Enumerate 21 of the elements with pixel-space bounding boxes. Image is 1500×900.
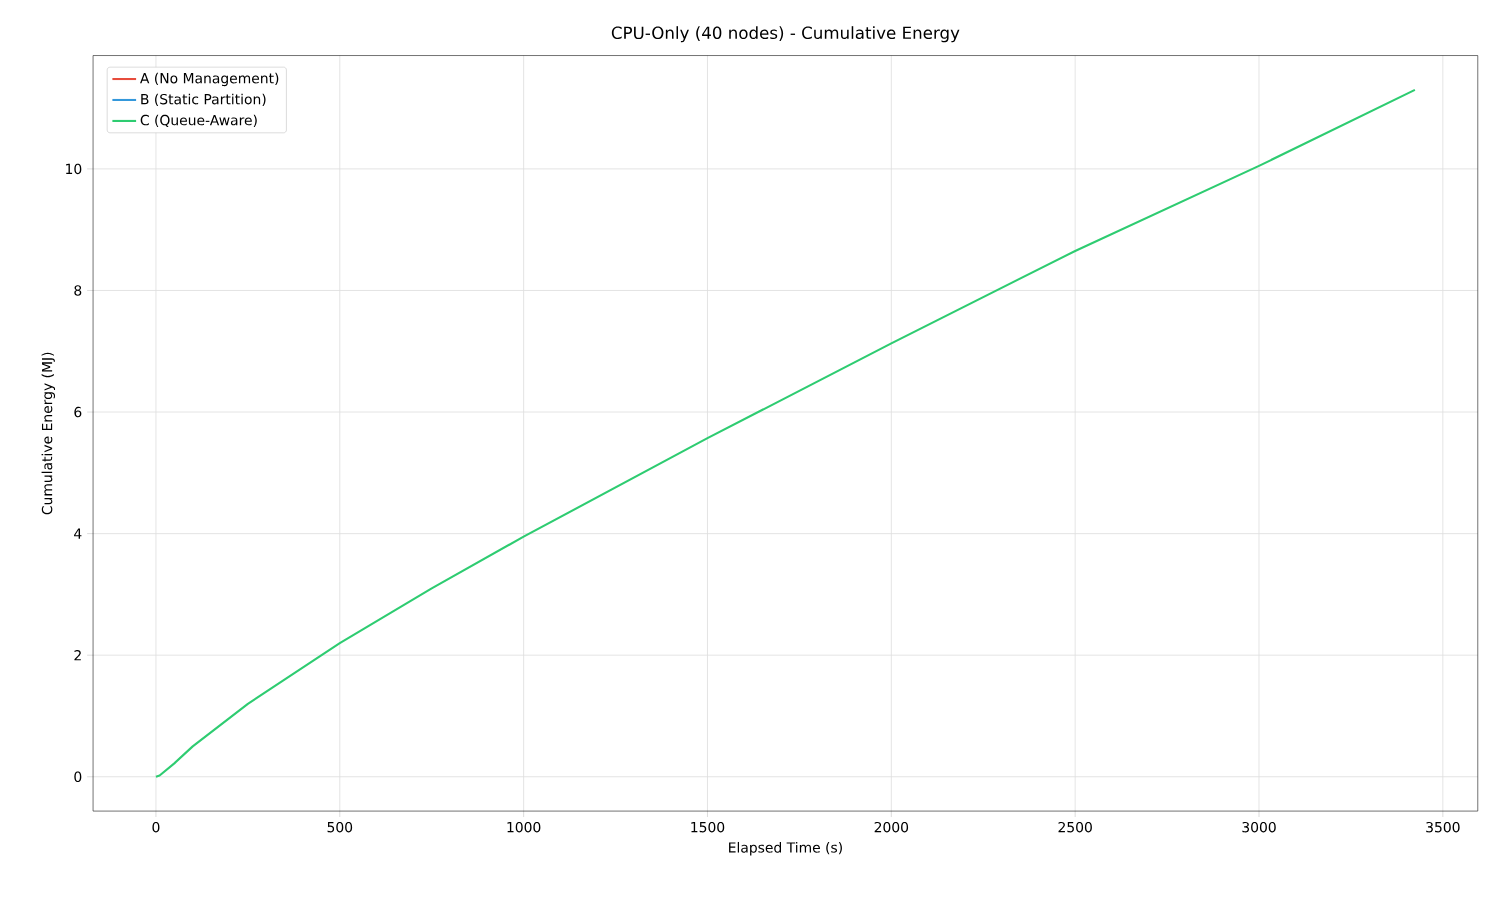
y-tick-label: 6 bbox=[74, 406, 82, 418]
y-tick-label: 10 bbox=[66, 163, 82, 175]
x-tick-label: 3000 bbox=[1242, 821, 1276, 833]
chart-title: CPU-Only (40 nodes) - Cumulative Energy bbox=[611, 26, 960, 43]
x-tick-label: 0 bbox=[152, 821, 160, 833]
y-tick-label: 0 bbox=[74, 771, 82, 782]
y-tick-label: 2 bbox=[74, 650, 81, 661]
legend-label: B (Static Partition) bbox=[141, 93, 266, 107]
y-axis-title: Cumulative Energy (MJ) bbox=[41, 352, 56, 515]
x-tick-label: 3500 bbox=[1426, 821, 1460, 833]
legend-label: A (No Management) bbox=[140, 72, 279, 87]
y-tick-label: 4 bbox=[74, 528, 82, 539]
y-tick-label: 8 bbox=[74, 285, 82, 296]
x-tick-label: 500 bbox=[327, 821, 353, 833]
legend-label: C (Queue-Aware) bbox=[140, 114, 257, 127]
line-series bbox=[154, 88, 1416, 778]
x-axis-title: Elapsed Time (s) bbox=[729, 841, 842, 856]
x-tick-label: 1500 bbox=[691, 821, 725, 833]
x-tick-label: 1000 bbox=[507, 821, 541, 833]
x-tick-label: 2000 bbox=[874, 821, 909, 833]
x-tick-label: 2500 bbox=[1058, 821, 1092, 833]
